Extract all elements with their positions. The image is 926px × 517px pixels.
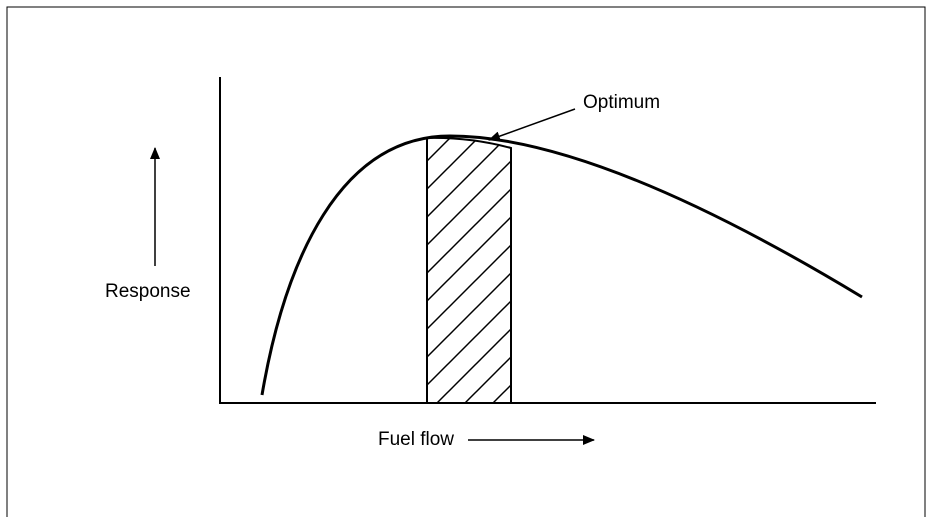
optimum-label: Optimum bbox=[583, 92, 660, 113]
x-axis-label: Fuel flow bbox=[378, 429, 454, 450]
optimum-band bbox=[426, 136, 512, 404]
response-curve bbox=[260, 134, 863, 396]
y-axis-label: Response bbox=[105, 281, 191, 302]
frame bbox=[6, 6, 926, 517]
optimum-arrow bbox=[488, 108, 576, 141]
